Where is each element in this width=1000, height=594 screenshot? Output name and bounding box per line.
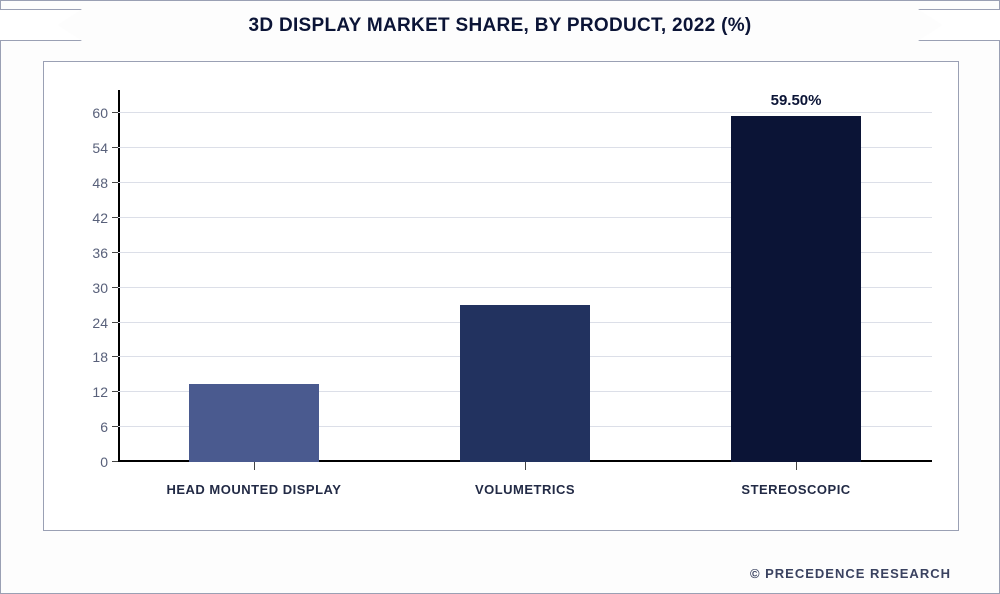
bar xyxy=(460,305,590,462)
chart-frame: 0 6 12 18 24 30 36 42 48 54 60 HEAD MOUNTED DISPLAY… xyxy=(43,61,959,531)
y-tick-mark xyxy=(112,287,118,288)
y-tick-mark xyxy=(112,182,118,183)
y-tick-mark xyxy=(112,461,118,462)
y-axis xyxy=(118,90,120,462)
chart-title: 3D DISPLAY MARKET SHARE, BY PRODUCT, 202… xyxy=(248,15,751,37)
x-tick-mark xyxy=(796,462,797,470)
y-tick-label: 0 xyxy=(100,454,108,470)
bar xyxy=(189,384,319,462)
y-tick-label: 30 xyxy=(92,280,108,296)
y-tick-label: 42 xyxy=(92,210,108,226)
y-tick-label: 18 xyxy=(92,349,108,365)
y-tick-label: 24 xyxy=(92,315,108,331)
bar-value-label: 59.50% xyxy=(771,92,822,109)
x-tick-label: STEREOSCOPIC xyxy=(741,482,850,497)
footer-credit: © PRECEDENCE RESEARCH xyxy=(750,566,951,581)
y-tick-label: 6 xyxy=(100,419,108,435)
ribbon-right-decoration xyxy=(918,9,1000,41)
ribbon-left-decoration xyxy=(0,9,82,41)
y-tick-mark xyxy=(112,112,118,113)
plot-area: 06121824303642485460HEAD MOUNTED DISPLAY… xyxy=(118,90,932,462)
y-tick-label: 48 xyxy=(92,175,108,191)
y-tick-mark xyxy=(112,217,118,218)
x-tick-mark xyxy=(254,462,255,470)
x-tick-label: HEAD MOUNTED DISPLAY xyxy=(166,482,341,497)
y-tick-label: 54 xyxy=(92,140,108,156)
y-tick-mark xyxy=(112,391,118,392)
y-tick-label: 36 xyxy=(92,245,108,261)
y-tick-mark xyxy=(112,426,118,427)
y-tick-mark xyxy=(112,147,118,148)
y-tick-mark xyxy=(112,322,118,323)
x-tick-label: VOLUMETRICS xyxy=(475,482,575,497)
x-tick-mark xyxy=(525,462,526,470)
y-tick-label: 12 xyxy=(92,384,108,400)
y-tick-mark xyxy=(112,252,118,253)
y-tick-mark xyxy=(112,356,118,357)
grid-line xyxy=(118,112,932,113)
y-tick-label: 60 xyxy=(92,105,108,121)
bar: 59.50% xyxy=(731,116,861,462)
chart-container: 3D DISPLAY MARKET SHARE, BY PRODUCT, 202… xyxy=(0,0,1000,594)
